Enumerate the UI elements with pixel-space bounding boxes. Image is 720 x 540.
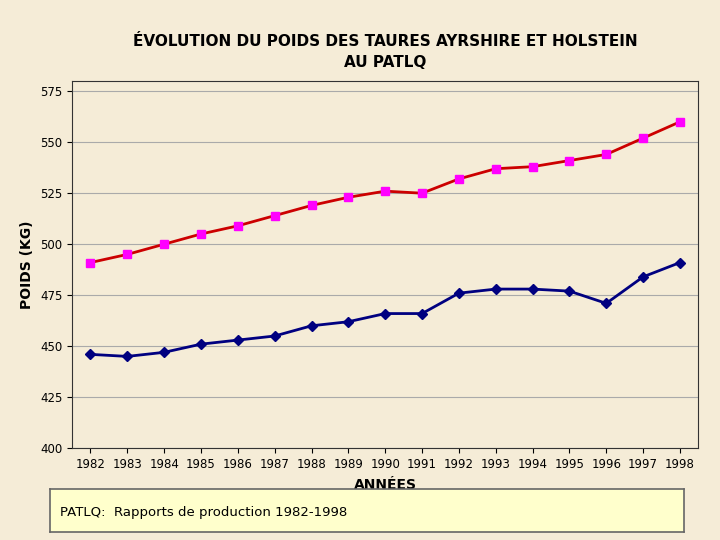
Title: ÉVOLUTION DU POIDS DES TAURES AYRSHIRE ET HOLSTEIN
AU PATLQ: ÉVOLUTION DU POIDS DES TAURES AYRSHIRE E…	[133, 34, 637, 70]
Y-axis label: POIDS (KG): POIDS (KG)	[20, 220, 35, 309]
Text: PATLQ:  Rapports de production 1982-1998: PATLQ: Rapports de production 1982-1998	[60, 506, 347, 519]
X-axis label: ANNÉES: ANNÉES	[354, 478, 417, 492]
